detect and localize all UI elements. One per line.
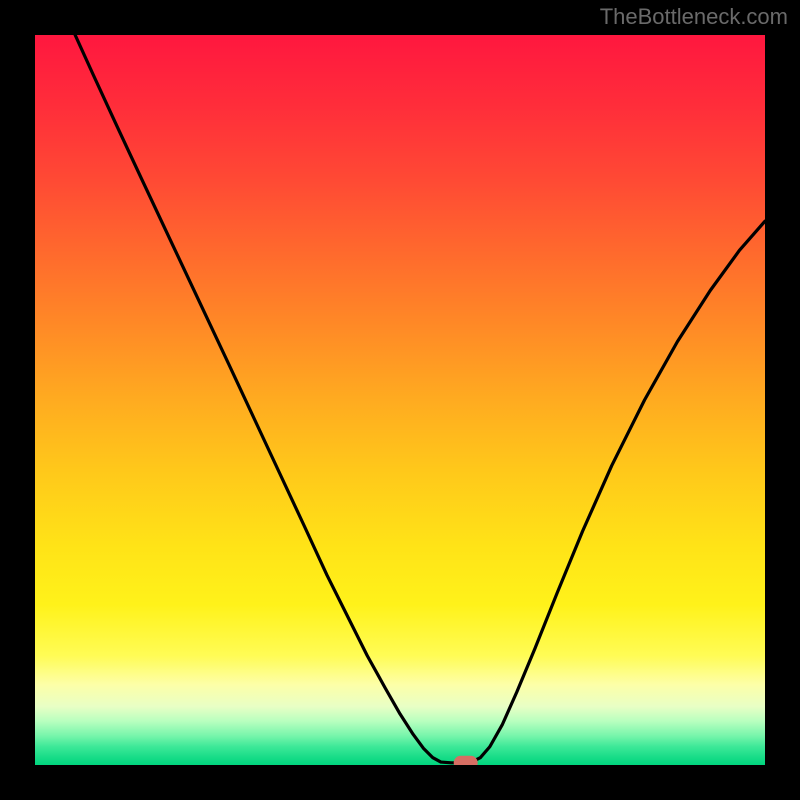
watermark-text: TheBottleneck.com <box>600 4 788 30</box>
bottleneck-chart <box>35 35 765 765</box>
optimal-point-marker <box>454 756 478 765</box>
chart-background <box>35 35 765 765</box>
chart-svg <box>35 35 765 765</box>
